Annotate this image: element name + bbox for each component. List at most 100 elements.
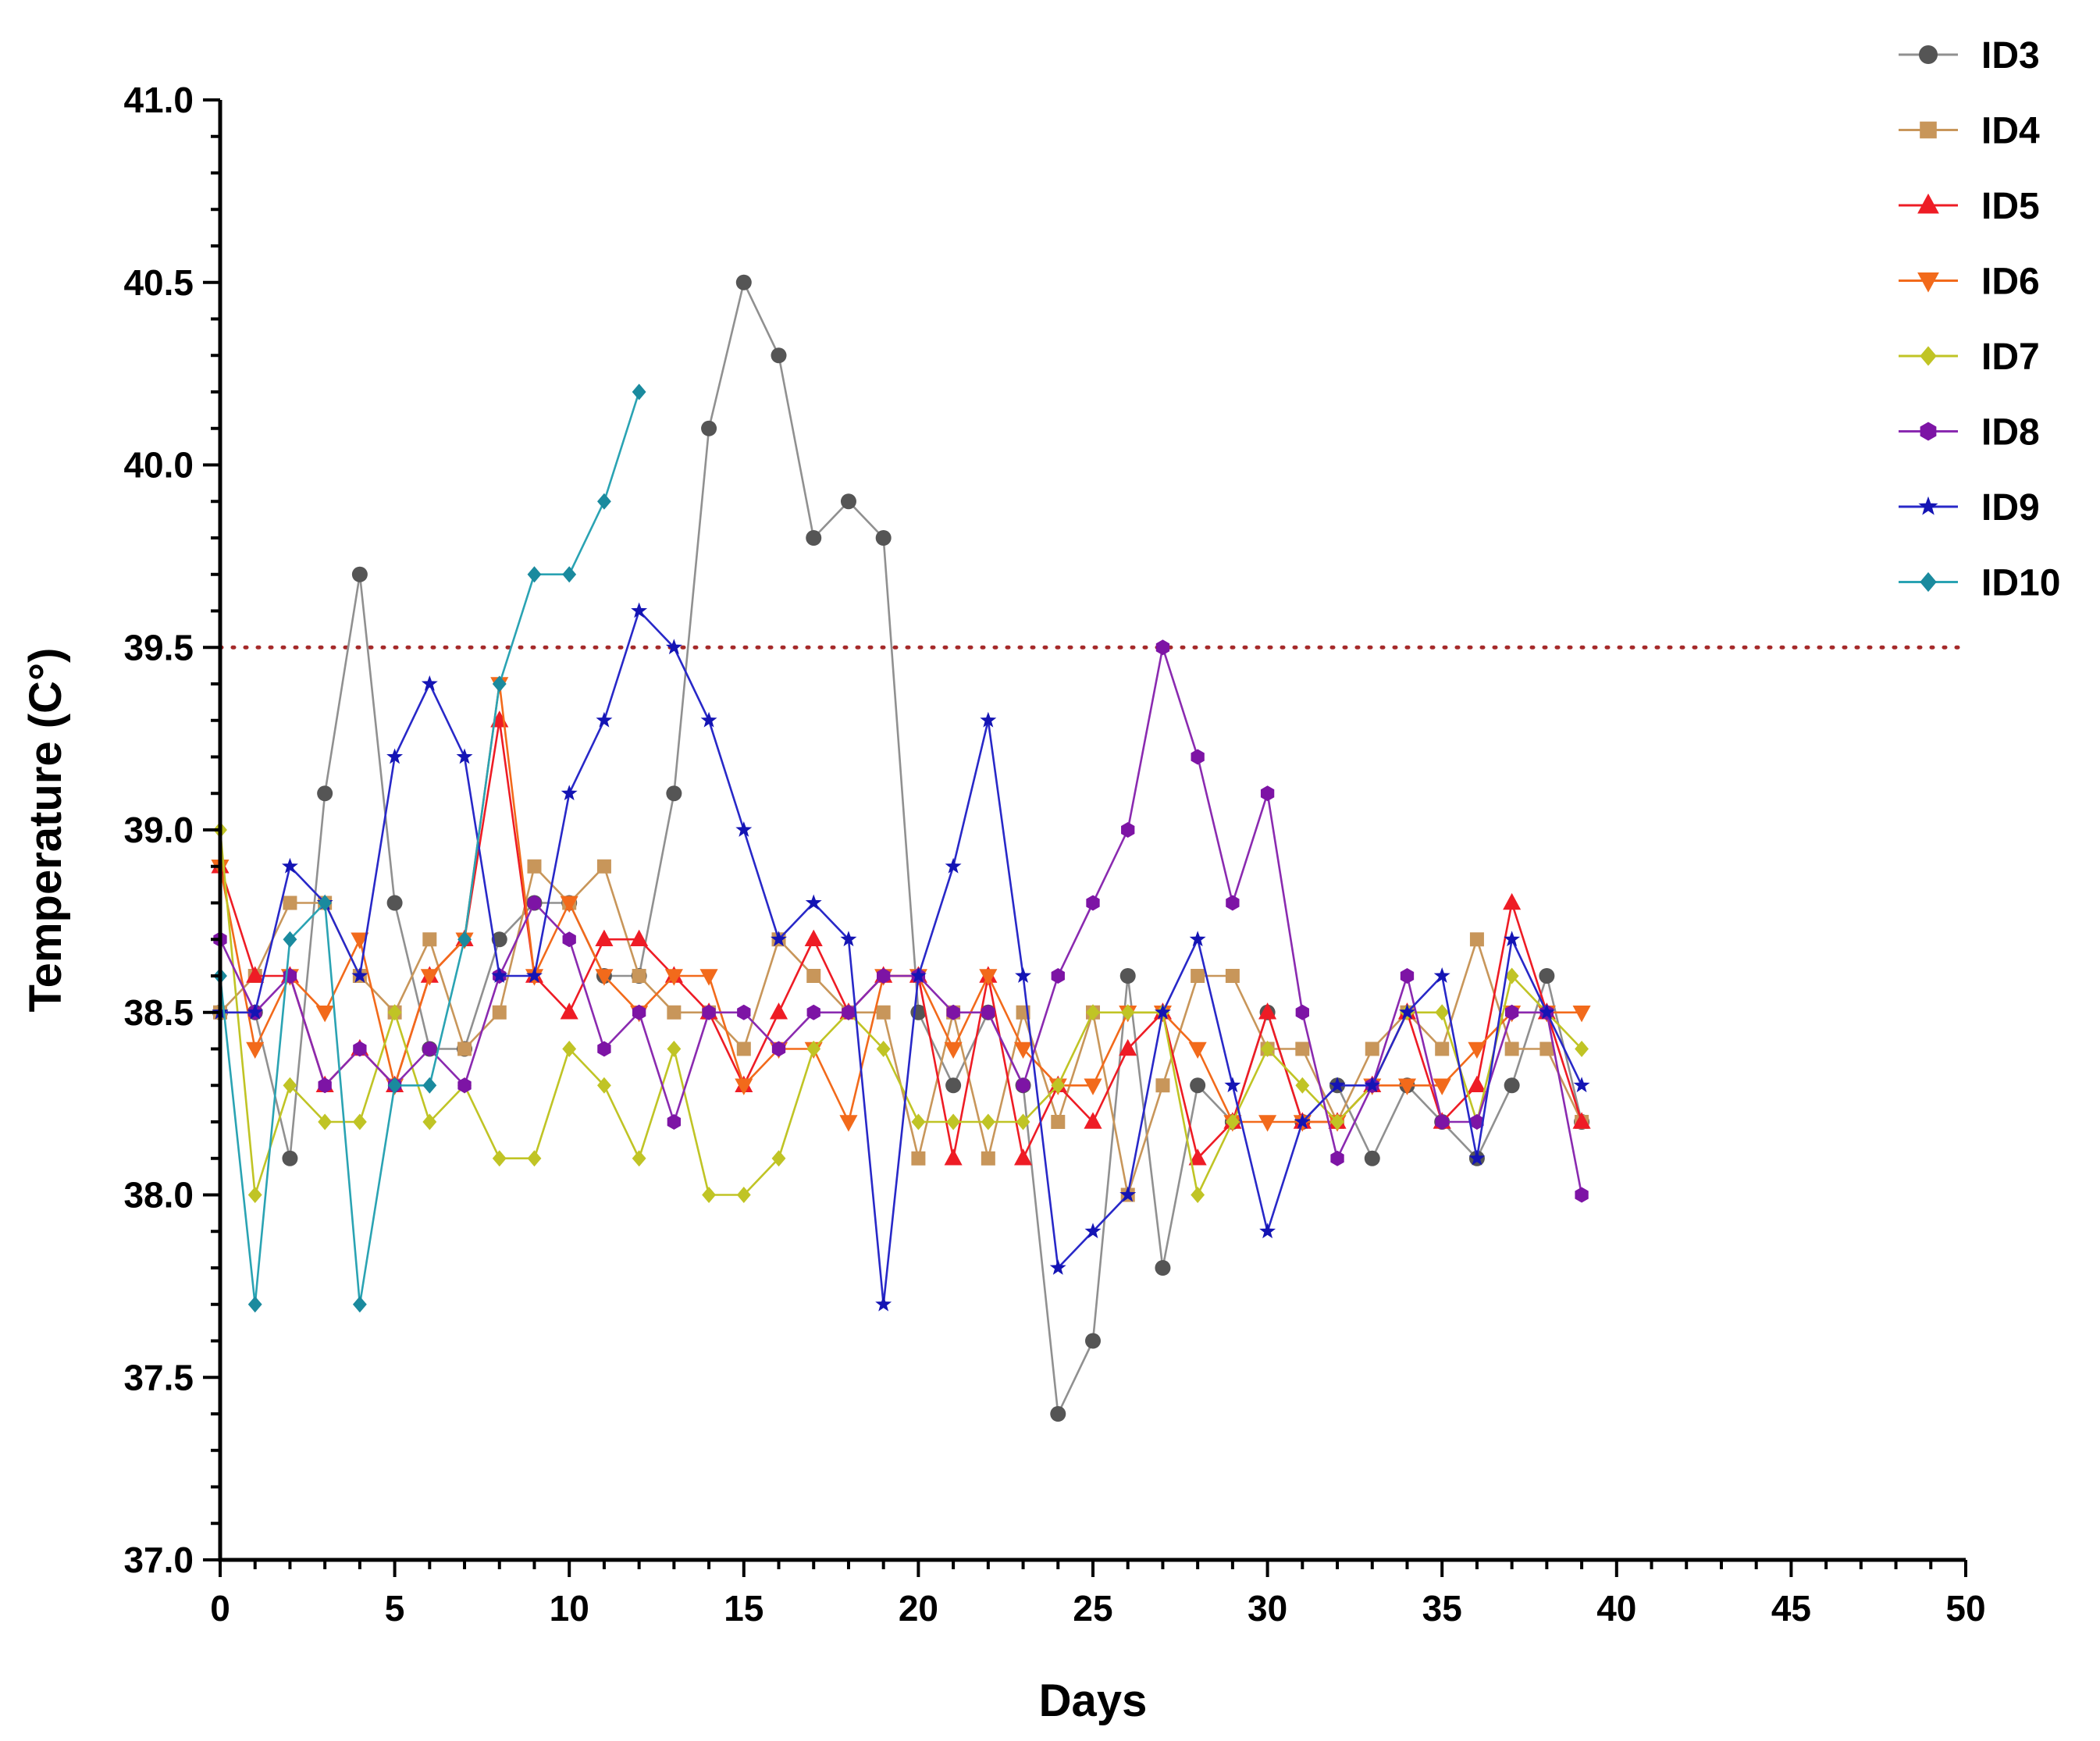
data-point xyxy=(1259,1223,1276,1239)
data-point xyxy=(1086,895,1100,911)
x-tick-label: 5 xyxy=(385,1588,405,1629)
data-point xyxy=(840,931,857,947)
legend-label: ID4 xyxy=(1981,111,2040,152)
data-point xyxy=(664,969,683,986)
x-tick-label: 35 xyxy=(1422,1588,1462,1629)
legend-marker xyxy=(1919,45,1938,64)
data-point xyxy=(351,967,368,983)
data-point xyxy=(492,1005,507,1020)
series-line-id10 xyxy=(219,391,640,1305)
series-id4 xyxy=(213,859,1589,1202)
data-point xyxy=(1155,1078,1170,1093)
data-point xyxy=(700,711,717,728)
data-point xyxy=(1504,1077,1520,1094)
data-point xyxy=(736,1187,751,1203)
data-point xyxy=(1539,968,1555,984)
data-point xyxy=(771,931,787,947)
data-point xyxy=(246,1041,265,1059)
data-point xyxy=(560,1002,578,1020)
data-point xyxy=(944,1148,963,1166)
data-point xyxy=(1190,1077,1206,1094)
axes-layer: 37.0 37.5 38.0 38.5 39.0 39.5 40.0 40.5 41.0 0 5 10… xyxy=(123,80,1985,1629)
data-point xyxy=(422,1041,436,1057)
data-point xyxy=(422,932,437,947)
data-point xyxy=(806,530,822,546)
data-point xyxy=(632,383,646,401)
series-line-id3 xyxy=(220,281,1583,1415)
data-point xyxy=(736,1041,751,1056)
x-tick-label: 20 xyxy=(899,1588,938,1629)
data-point xyxy=(1435,1114,1449,1130)
data-point xyxy=(1051,968,1065,984)
data-point xyxy=(1468,1149,1486,1166)
legend-label: ID7 xyxy=(1981,336,2040,378)
data-point xyxy=(771,1041,786,1057)
data-point xyxy=(1120,1004,1135,1021)
data-point xyxy=(491,931,507,948)
x-tick-label: 40 xyxy=(1596,1588,1636,1629)
data-point xyxy=(666,785,682,802)
data-point xyxy=(351,566,368,582)
data-point xyxy=(1364,1077,1381,1093)
data-point xyxy=(283,931,297,948)
data-point xyxy=(911,1151,926,1166)
data-point xyxy=(1224,1077,1241,1093)
data-point xyxy=(527,1150,542,1167)
data-point xyxy=(1154,1003,1171,1020)
data-point xyxy=(596,1077,611,1094)
data-point xyxy=(875,1295,892,1312)
legend-marker xyxy=(1917,272,1939,293)
x-tick-label: 25 xyxy=(1073,1588,1112,1629)
legend-item-id10: ID10 xyxy=(1899,563,2060,604)
legend-label: ID9 xyxy=(1981,487,2040,529)
data-point xyxy=(562,566,577,583)
data-point xyxy=(315,1005,334,1023)
data-point xyxy=(1260,785,1275,802)
y-tick-label: 38.0 xyxy=(123,1175,194,1216)
data-point xyxy=(282,1150,298,1166)
data-point xyxy=(1051,1115,1066,1129)
data-point xyxy=(630,929,649,947)
series-line-id6 xyxy=(219,682,1582,1123)
y-tick-label: 39.0 xyxy=(123,810,194,850)
y-tick-label: 40.5 xyxy=(123,262,194,303)
data-point xyxy=(491,967,508,983)
legend-label: ID5 xyxy=(1981,186,2040,227)
data-point xyxy=(632,1150,646,1167)
legend-item-id4: ID4 xyxy=(1899,111,2040,152)
data-point xyxy=(876,1041,891,1057)
x-tick-label: 0 xyxy=(210,1588,230,1629)
legend-label: ID8 xyxy=(1981,412,2040,454)
data-point xyxy=(632,1004,646,1020)
data-point xyxy=(840,493,856,510)
legend-item-id5: ID5 xyxy=(1899,186,2040,227)
data-point xyxy=(246,966,265,983)
data-point xyxy=(1468,1075,1486,1093)
data-point xyxy=(1189,931,1206,947)
data-point xyxy=(457,1041,472,1056)
data-point xyxy=(597,1041,611,1057)
data-point xyxy=(387,1077,402,1094)
legend-marker xyxy=(1920,121,1937,139)
data-point xyxy=(1295,1041,1310,1056)
data-point xyxy=(318,1113,333,1130)
data-point xyxy=(527,566,542,583)
data-point xyxy=(979,969,998,986)
data-point xyxy=(946,1004,960,1020)
data-point xyxy=(667,1041,682,1057)
data-point xyxy=(1572,1005,1591,1023)
data-point xyxy=(875,530,892,546)
series-id10 xyxy=(213,383,646,1313)
data-point xyxy=(1119,968,1136,984)
data-point xyxy=(1433,967,1450,983)
data-point xyxy=(1295,1004,1309,1020)
data-point xyxy=(1191,1187,1205,1203)
data-point xyxy=(1014,1041,1033,1059)
y-tick-label: 39.5 xyxy=(123,627,194,668)
legend-marker xyxy=(1920,422,1937,441)
data-point xyxy=(1575,1187,1589,1203)
data-point xyxy=(944,1041,963,1059)
data-point xyxy=(281,857,298,874)
data-point xyxy=(492,1150,507,1167)
